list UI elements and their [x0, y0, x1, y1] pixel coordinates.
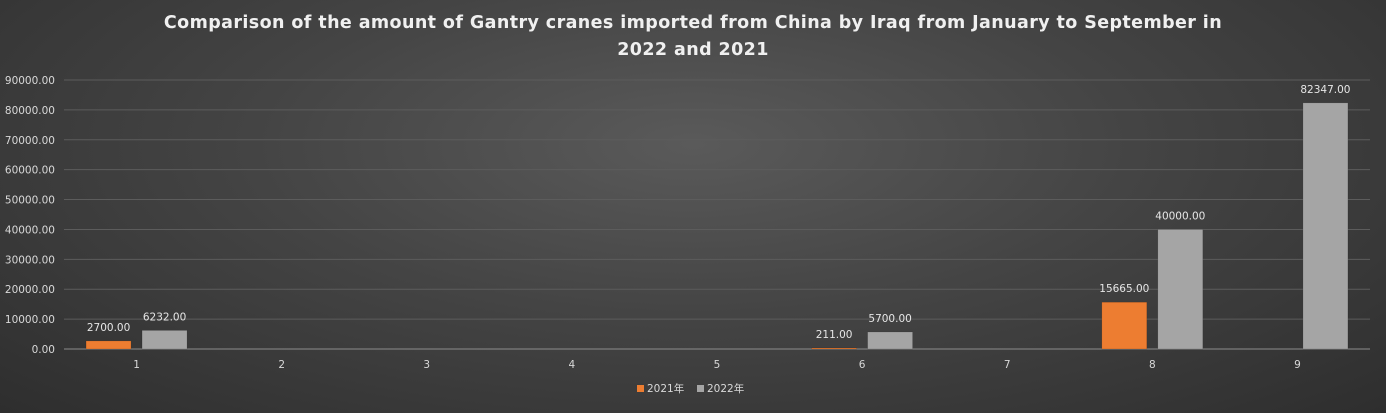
data-label: 2700.00 — [87, 322, 130, 334]
y-tick-label: 20000.00 — [5, 284, 55, 296]
y-tick-label: 90000.00 — [5, 75, 55, 87]
data-label: 6232.00 — [143, 311, 186, 323]
x-tick-label: 7 — [1004, 359, 1011, 371]
legend-swatch — [637, 385, 644, 392]
y-tick-label: 70000.00 — [5, 135, 55, 147]
data-label: 5700.00 — [868, 313, 911, 325]
data-label: 40000.00 — [1155, 210, 1205, 222]
y-tick-label: 30000.00 — [5, 254, 55, 266]
y-tick-label: 50000.00 — [5, 195, 55, 207]
legend-swatch — [697, 385, 704, 392]
bar — [85, 340, 132, 350]
x-tick-label: 1 — [133, 359, 140, 371]
chart-title-line-1: Comparison of the amount of Gantry crane… — [163, 13, 1223, 33]
y-tick-label: 40000.00 — [5, 224, 55, 236]
y-tick-label: 0.00 — [32, 344, 55, 356]
y-tick-label: 80000.00 — [5, 105, 55, 117]
x-tick-label: 8 — [1149, 359, 1156, 371]
y-tick-label: 60000.00 — [5, 165, 55, 177]
chart-title: Comparison of the amount of Gantry crane… — [0, 10, 1386, 64]
x-tick-label: 4 — [569, 359, 576, 371]
data-label: 211.00 — [816, 329, 853, 341]
chart-title-line-2: 2022 and 2021 — [617, 40, 769, 60]
x-tick-label: 2 — [278, 359, 285, 371]
bar — [1101, 301, 1148, 350]
data-label: 82347.00 — [1300, 84, 1350, 96]
bar — [867, 331, 913, 350]
bar — [141, 330, 188, 350]
legend-label: 2021年 — [647, 382, 684, 395]
x-tick-label: 9 — [1294, 359, 1301, 371]
x-tick-label: 6 — [859, 359, 866, 371]
x-tick-label: 3 — [423, 359, 430, 371]
legend-label: 2022年 — [707, 382, 744, 395]
bar — [1302, 102, 1349, 350]
x-tick-label: 5 — [714, 359, 721, 371]
bar — [811, 347, 857, 350]
data-label: 15665.00 — [1099, 283, 1149, 295]
y-tick-label: 10000.00 — [5, 314, 55, 326]
bar — [1157, 229, 1204, 350]
